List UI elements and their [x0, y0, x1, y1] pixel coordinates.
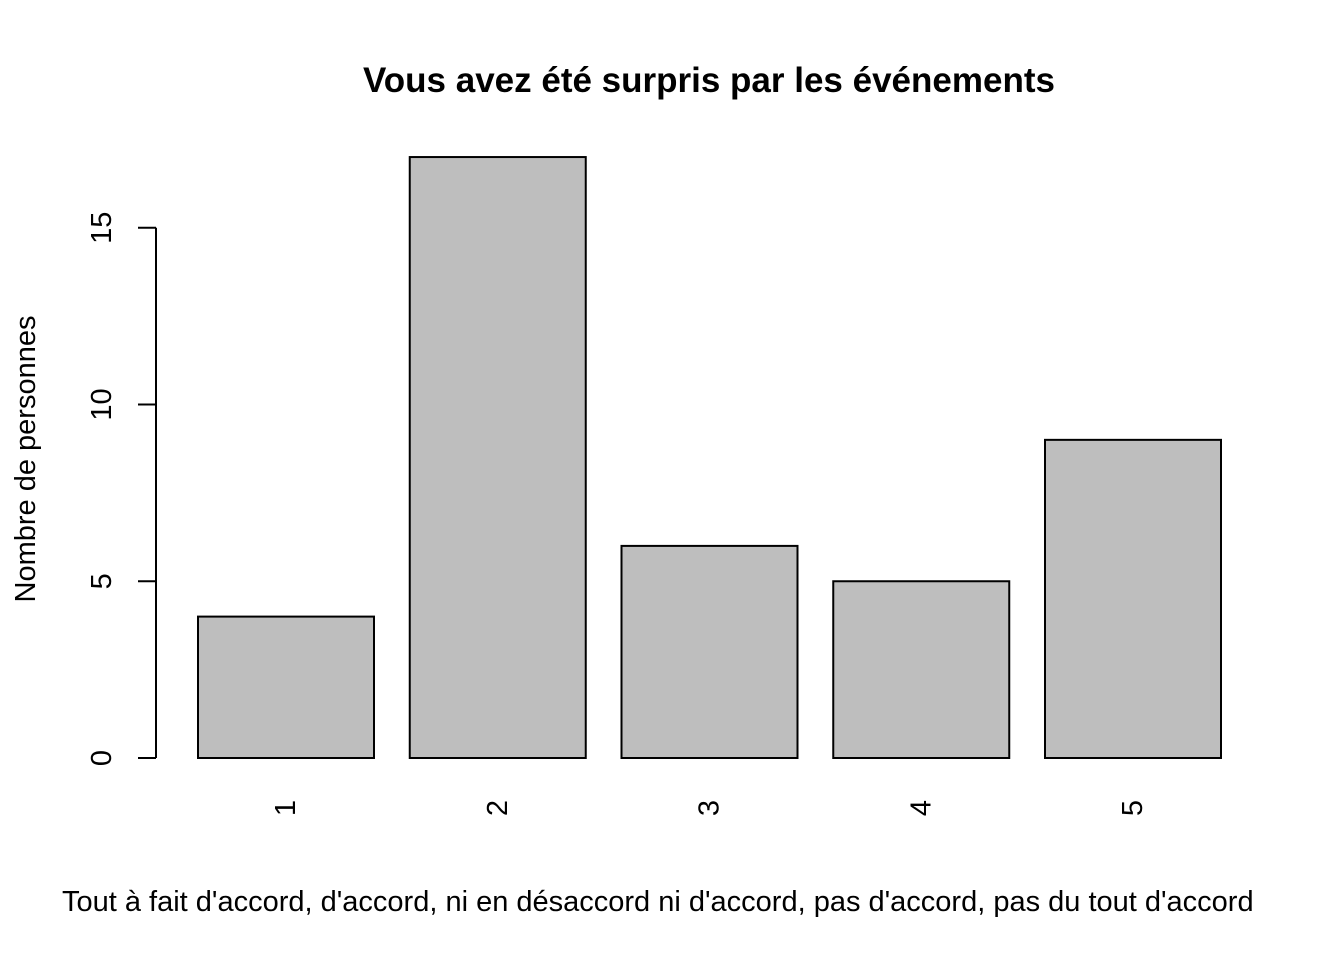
bar-3	[620, 544, 799, 760]
x-tick-labels: 1 2 3 4 5	[270, 800, 1149, 816]
x-tick-label: 2	[482, 800, 514, 816]
x-tick-label: 4	[905, 800, 937, 816]
bar-5	[1044, 438, 1222, 759]
y-axis-label: Nombre de personnes	[10, 316, 42, 603]
chart-title: Vous avez été surpris par les événements	[363, 61, 1055, 100]
x-tick-label: 1	[270, 800, 302, 816]
bar-1	[197, 615, 375, 759]
y-tick-label: 15	[86, 212, 118, 244]
x-tick-label: 5	[1117, 800, 1149, 816]
y-tick-label: 0	[86, 750, 118, 766]
y-tick-label: 10	[86, 388, 118, 420]
bar-2	[408, 156, 587, 760]
bars	[197, 156, 1222, 760]
y-tick-label: 5	[86, 573, 118, 589]
x-axis-label: Tout à fait d'accord, d'accord, ni en dé…	[62, 886, 1254, 918]
y-axis: 0 5 10 15	[86, 212, 157, 766]
bar-4	[832, 580, 1011, 759]
x-tick-label: 3	[694, 800, 726, 816]
